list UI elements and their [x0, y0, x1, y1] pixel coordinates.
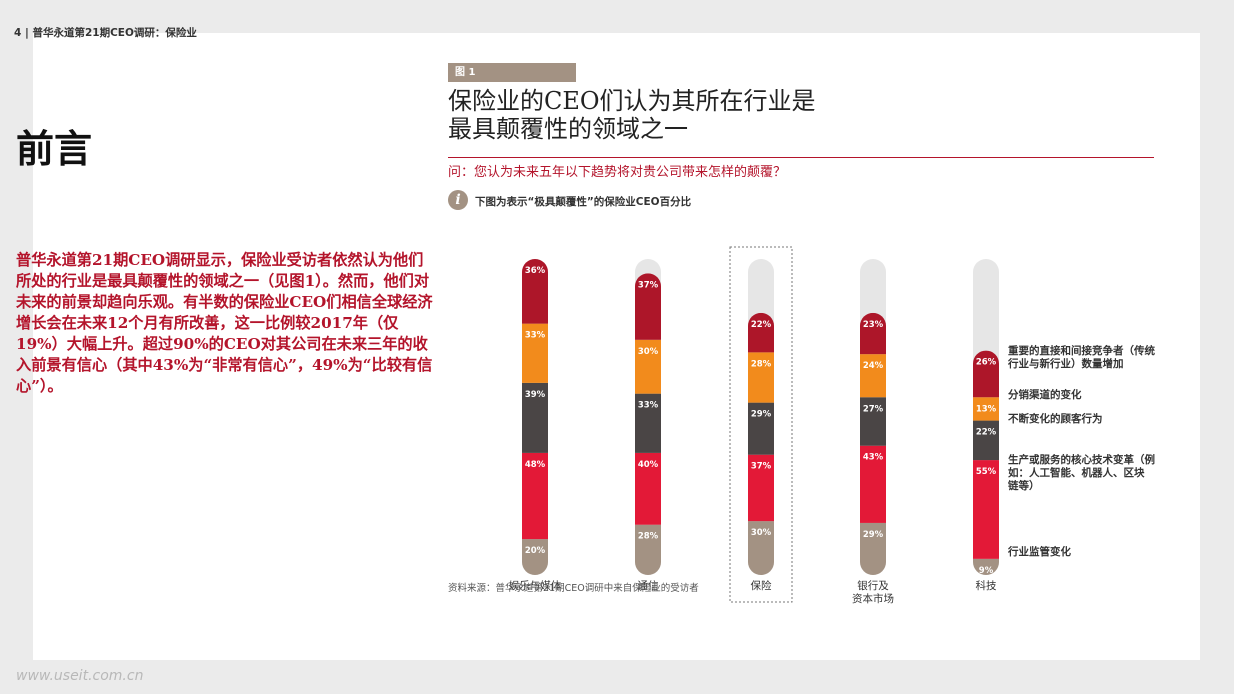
bar-group: 28% 40% 33% 30% 37% [635, 259, 661, 575]
data-label: 37% [751, 462, 772, 472]
legend-label: 如：人工智能、机器人、区块 [1008, 466, 1145, 479]
data-label: 9% [979, 566, 994, 576]
data-label: 28% [638, 532, 659, 542]
category-label: 保险 [751, 579, 772, 592]
bar-segment [522, 259, 548, 324]
bar-segment [860, 354, 886, 398]
bar-segment [748, 352, 774, 403]
data-label: 33% [638, 401, 659, 411]
bar-group: 29% 43% 27% 24% 23% [860, 259, 886, 575]
legend-label: 分销渠道的变化 [1008, 388, 1082, 401]
data-label: 43% [863, 453, 884, 463]
bar-segment [522, 539, 548, 575]
bar-segment [522, 452, 548, 540]
bar-segment [522, 382, 548, 453]
data-label: 37% [638, 280, 659, 290]
bar-segment [748, 312, 774, 353]
legend-label: 行业与新行业）数量增加 [1007, 357, 1124, 370]
legend-label: 不断变化的顾客行为 [1008, 412, 1103, 425]
bar-group: 9% 55% 22% 13% 26% [973, 259, 999, 576]
data-label: 26% [976, 358, 997, 368]
data-label: 33% [525, 331, 546, 341]
category-label: 资本市场 [852, 592, 894, 605]
section-title: 前言 [16, 126, 93, 171]
bar-segment [748, 402, 774, 455]
bar-group: 30% 37% 29% 28% 22% [729, 246, 793, 603]
legend-label: 重要的直接和间接竞争者（传统 [1008, 344, 1155, 357]
info-icon: i [448, 190, 468, 210]
bar-segment [860, 397, 886, 446]
data-label: 20% [525, 546, 546, 556]
survey-question: 问：您认为未来五年以下趋势将对贵公司带来怎样的颠覆？ [448, 165, 787, 180]
data-label: 27% [863, 404, 884, 414]
category-label: 通信 [638, 580, 659, 592]
data-label: 30% [751, 528, 772, 538]
bar-segment [860, 522, 886, 575]
bar-segment [973, 350, 999, 398]
data-label: 13% [976, 404, 997, 414]
bar-segment [860, 312, 886, 355]
bar-group: 20% 48% 39% 33% 36% [522, 259, 548, 575]
data-label: 40% [638, 460, 659, 470]
data-label: 30% [638, 347, 659, 357]
figure-title-line1: 保险业的CEO们认为其所在行业是 [448, 87, 816, 115]
data-label: 29% [863, 530, 884, 540]
data-label: 24% [863, 361, 884, 371]
intro-paragraph: 普华永道第21期CEO调研显示，保险业受访者依然认为他们所处的行业是最具颠覆性的… [16, 251, 433, 395]
bar-segment [522, 323, 548, 383]
title-rule [448, 157, 1154, 158]
source-note: 资料来源：普华永道第21期CEO调研中来自保险业的受访者 [448, 583, 699, 594]
data-label: 23% [863, 320, 884, 330]
data-label: 55% [976, 467, 997, 477]
page-header: 4 | 普华永道第21期CEO调研：保险业 [14, 27, 197, 39]
bar-segment [635, 273, 661, 340]
data-label: 29% [751, 410, 772, 420]
highlight-box [729, 246, 793, 603]
category-label: 科技 [976, 579, 997, 592]
legend-label: 生产或服务的核心技术变革（例 [1008, 453, 1155, 466]
data-label: 22% [976, 428, 997, 438]
bar-segment [748, 521, 774, 575]
category-label: 银行及 [857, 579, 889, 592]
figure-title-line2: 最具颠覆性的领域之一 [448, 115, 688, 143]
page [33, 33, 1200, 660]
bar-segment [973, 420, 999, 461]
bar-segment [973, 397, 999, 421]
chart-note: 下图为表示“极具颠覆性”的保险业CEO百分比 [475, 196, 692, 208]
bar-segment [635, 339, 661, 394]
bar-segment [860, 445, 886, 523]
bar-segment [973, 460, 999, 559]
bar-segment [748, 454, 774, 522]
figure-title: 保险业的CEO们认为其所在行业是 最具颠覆性的领域之一 [448, 87, 816, 143]
legend-label: 链等） [1007, 479, 1040, 492]
legend-label: 行业监管变化 [1007, 545, 1071, 558]
data-label: 22% [751, 320, 772, 330]
figure-label: 图 1 [448, 63, 576, 82]
data-label: 36% [525, 266, 546, 276]
watermark: www.useit.com.cn [16, 668, 144, 684]
bar-segment [635, 524, 661, 575]
data-label: 39% [525, 390, 546, 400]
bar-segment [635, 393, 661, 453]
data-label: 28% [751, 359, 772, 369]
data-label: 48% [525, 460, 546, 470]
bar-segment [973, 558, 999, 575]
bar-segment [635, 452, 661, 525]
category-label: 娱乐与媒体 [509, 579, 562, 592]
